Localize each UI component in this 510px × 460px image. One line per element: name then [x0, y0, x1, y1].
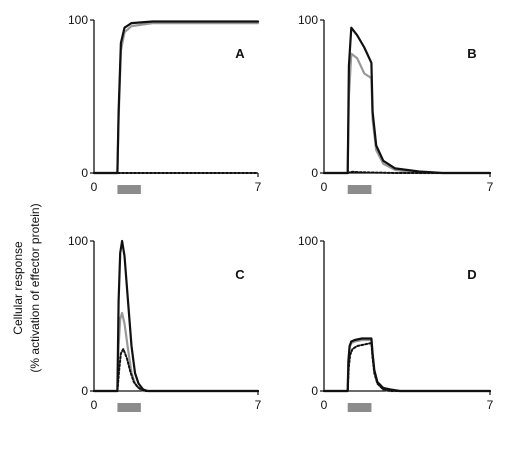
panel-b-x-tick-label: 7 — [487, 180, 494, 194]
panel-c-y-tick-label: 100 — [68, 234, 88, 248]
panel-d-y-tick-label: 100 — [298, 234, 318, 248]
panel-d-label: D — [467, 267, 476, 282]
panel-c-label: C — [235, 267, 245, 282]
panel-d-x-tick-label: 7 — [487, 398, 494, 412]
panel-a: 100 00 7 A — [68, 13, 262, 194]
panel-b-x-tick-label: 0 — [321, 180, 328, 194]
panel-c-series-black-solid — [92, 239, 260, 393]
panel-d-x-tick-label: 0 — [321, 398, 328, 412]
panel-d-series-black-solid — [322, 337, 492, 393]
panel-c: 100 00 7 C — [68, 234, 262, 412]
panel-b-series-black-solid — [322, 26, 492, 175]
panel-a-label: A — [235, 46, 245, 61]
panel-a-x-tick-label: 7 — [255, 180, 262, 194]
y-axis-label-line1: Cellular response — [11, 241, 25, 335]
panel-c-x-tick-label: 0 — [91, 398, 98, 412]
panel-c-y-tick-label: 0 — [81, 384, 88, 398]
panel-d: 100 00 7 D — [298, 234, 494, 412]
y-axis-label-line2: (% activation of effector protein) — [28, 203, 42, 372]
panel-b-label: B — [467, 46, 476, 61]
panel-b-stimulus-bar — [347, 185, 372, 194]
panel-a-stimulus-bar — [117, 185, 141, 194]
panel-b-y-tick-label: 100 — [298, 13, 318, 27]
panel-c-x-tick-label: 7 — [255, 398, 262, 412]
panel-d-y-tick-label: 0 — [311, 384, 318, 398]
panel-d-stimulus-bar — [347, 403, 372, 412]
panel-a-x-tick-label: 0 — [91, 180, 98, 194]
panel-a-y-tick-label: 100 — [68, 13, 88, 27]
panel-b: 100 00 7 B — [298, 13, 494, 194]
panel-c-stimulus-bar — [117, 403, 141, 412]
panel-b-y-tick-label: 0 — [311, 166, 318, 180]
panel-a-series-black-solid — [92, 20, 260, 175]
panel-a-y-tick-label: 0 — [81, 166, 88, 180]
panel-c-series-black-dotted — [93, 348, 259, 392]
